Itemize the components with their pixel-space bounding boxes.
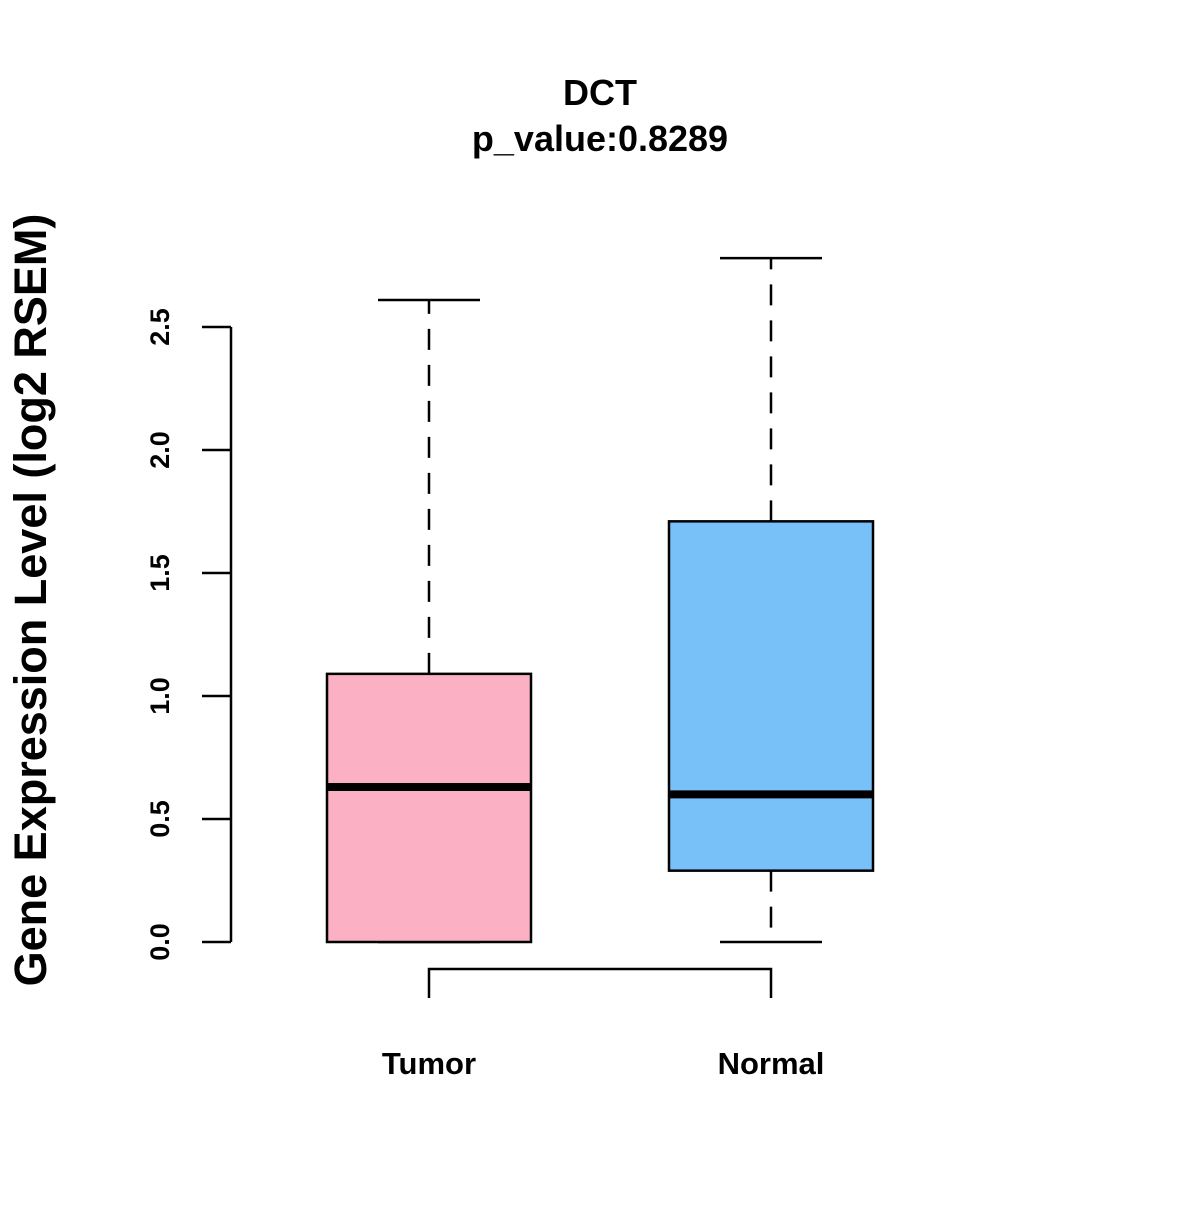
y-tick-label: 2.5 xyxy=(145,308,175,346)
y-tick-label: 1.0 xyxy=(145,677,175,715)
box-tumor xyxy=(325,298,533,944)
box-body xyxy=(667,520,875,872)
comparison-bracket xyxy=(427,967,773,998)
y-axis: 0.0 0.5 1.0 1.5 2.0 2.5 xyxy=(145,308,233,961)
chart-title: DCT xyxy=(563,72,637,113)
box-normal xyxy=(667,256,875,944)
y-tick-label: 1.5 xyxy=(145,554,175,592)
bracket-line xyxy=(427,967,773,998)
chart-subtitle: p_value:0.8289 xyxy=(472,118,728,159)
x-category-label: Normal xyxy=(718,1046,825,1081)
box-body xyxy=(325,672,533,944)
x-category-label: Tumor xyxy=(382,1046,476,1081)
box-series xyxy=(325,256,875,944)
y-tick-label: 0.5 xyxy=(145,800,175,838)
x-axis-labels: Tumor Normal xyxy=(382,1046,824,1081)
y-tick-label: 0.0 xyxy=(145,923,175,961)
y-tick-label: 2.0 xyxy=(145,431,175,469)
y-axis-label: Gene Expression Level (log2 RSEM) xyxy=(5,214,56,987)
